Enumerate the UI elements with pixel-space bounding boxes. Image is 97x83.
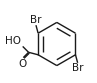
Text: O: O [19,59,27,69]
Text: Br: Br [30,15,42,24]
Text: HO: HO [5,36,21,46]
Text: Br: Br [72,63,84,73]
